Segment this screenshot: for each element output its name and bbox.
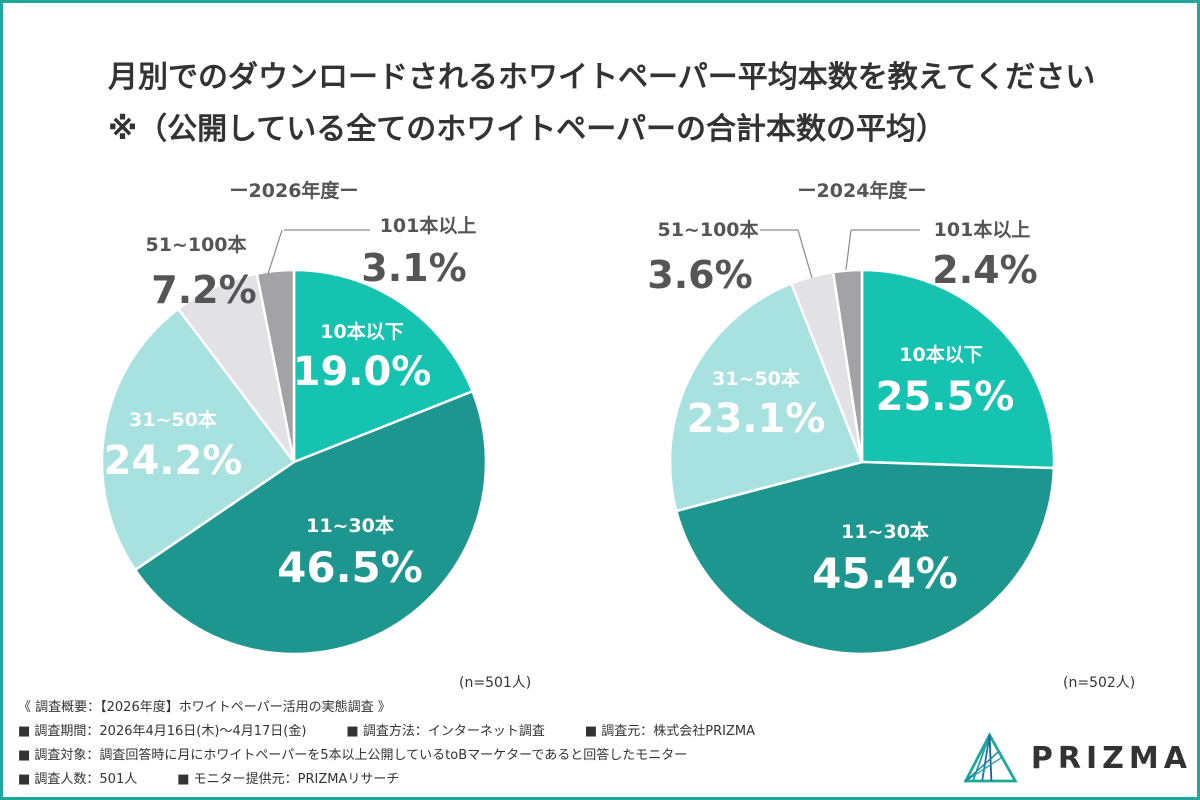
pie-value-2024-101-plus: 2.4%: [932, 248, 1037, 292]
prizma-triangle-icon: [963, 732, 1018, 783]
pie-label-2026-31-50: 31~50本: [129, 408, 217, 431]
title-line-2: ※（公開している全てのホワイトペーパーの合計本数の平均）: [108, 112, 946, 147]
pie-slice-2024-31-50: [668, 281, 864, 513]
pie-slice-2026-10-or-less: [292, 268, 475, 464]
pie-slice-2026-11-30: [133, 389, 488, 656]
chart-title: 月別でのダウンロードされるホワイトペーパー平均本数を教えてください ※（公開して…: [108, 52, 1108, 156]
pie-value-2024-51-100: 3.6%: [647, 253, 752, 297]
pie-label-2024-101-plus: 101本以上: [934, 218, 1031, 241]
leader-line-2026-0: [267, 229, 283, 275]
pie-label-2026-11-30: 11~30本: [306, 514, 394, 537]
pie-label-2024-31-50: 31~50本: [712, 367, 800, 390]
summary-method: ■ 調査方法：インターネット調査: [346, 724, 545, 739]
pie-slice-2026-31-50: [100, 307, 296, 572]
pie-slice-2026-101-plus: [255, 268, 296, 463]
summary-target: ■ 調査対象：調査回答時に月にホワイトペーパーを5本以上公開しているtoBマーケ…: [18, 748, 688, 763]
summary-source: ■ 調査元：株式会社PRIZMA: [584, 724, 755, 739]
pie-label-2024-51-100: 51~100本: [657, 218, 758, 241]
summary-period: ■ 調査期間：2026年4月16日(木)〜4月17日(金): [18, 724, 307, 739]
summary-count: ■ 調査人数：501人: [18, 772, 138, 787]
pie-slice-2024-10-or-less: [860, 268, 1056, 470]
summary-provider: ■ モニター提供元：PRIZMAリサーチ: [177, 772, 400, 787]
pie-label-2024-11-30: 11~30本: [841, 520, 929, 543]
pie-value-2026-101-plus: 3.1%: [361, 246, 466, 290]
summary-heading: 《 調査概要：【2026年度】ホワイトペーパー活用の実態調査 》: [18, 700, 391, 715]
title-line-1: 月別でのダウンロードされるホワイトペーパー平均本数を教えてください: [108, 60, 1096, 95]
logo-text: PRIZMA: [1030, 740, 1192, 776]
pie-value-2024-10-or-less: 25.5%: [876, 374, 1015, 420]
sample-size-2026: (n=501人): [459, 675, 532, 691]
pie-slice-2024-101-plus: [831, 268, 864, 463]
pie-value-2026-10-or-less: 19.0%: [293, 349, 432, 395]
leader-line-2024-0: [797, 229, 813, 279]
leader-line-2024-2: [845, 229, 852, 271]
pie-value-2024-31-50: 23.1%: [687, 396, 826, 442]
pie-value-2024-11-30: 45.4%: [812, 549, 958, 598]
prizma-logo: PRIZMA: [962, 728, 1192, 788]
pie-label-2026-51-100: 51~100本: [145, 233, 246, 256]
pie-title-2024: ー2024年度ー: [798, 179, 927, 202]
pie-value-2026-31-50: 24.2%: [104, 438, 243, 484]
pie-label-2024-10-or-less: 10本以下: [899, 343, 982, 366]
pie-title-2026: ー2026年度ー: [230, 179, 359, 202]
sample-size-2024: (n=502人): [1063, 675, 1136, 691]
pie-value-2026-11-30: 46.5%: [277, 543, 423, 592]
pie-label-2026-101-plus: 101本以上: [380, 214, 477, 237]
pie-slice-2024-11-30: [674, 460, 1056, 656]
survey-summary: 《 調査概要：【2026年度】ホワイトペーパー活用の実態調査 》 ■ 調査期間：…: [18, 696, 918, 792]
pie-label-2026-10-or-less: 10本以下: [320, 320, 403, 343]
pie-charts: ー2026年度ー 10本以下 19.0% 11~30本 46.5% 31~50本 24.2%…: [100, 179, 1056, 656]
pie-value-2026-51-100: 7.2%: [151, 268, 256, 312]
